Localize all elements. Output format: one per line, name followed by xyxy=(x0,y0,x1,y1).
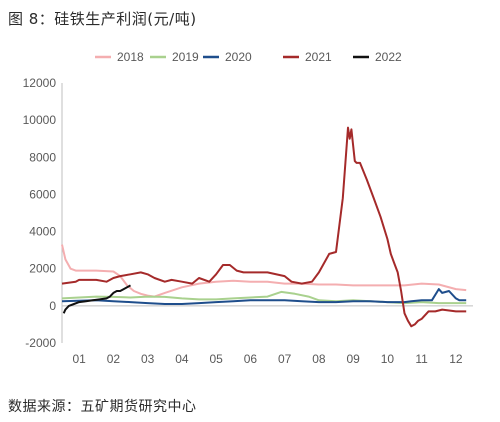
x-tick-label: 12 xyxy=(449,352,463,366)
x-tick-label: 08 xyxy=(312,352,326,366)
x-tick-label: 07 xyxy=(278,352,292,366)
series-line-2021 xyxy=(61,126,467,328)
series-line-2020 xyxy=(61,288,467,305)
source-note: 数据来源：五矿期货研究中心 xyxy=(8,399,197,415)
legend-label-2021: 2021 xyxy=(305,50,332,64)
x-tick-label: 11 xyxy=(415,352,428,366)
x-tick-label: 03 xyxy=(141,352,155,366)
y-tick-label: 10000 xyxy=(23,113,57,127)
series-line-2018 xyxy=(61,244,467,298)
x-tick-label: 05 xyxy=(209,352,223,366)
x-tick-label: 10 xyxy=(381,352,395,366)
y-tick-label: 0 xyxy=(49,299,56,313)
legend-label-2018: 2018 xyxy=(117,50,144,64)
x-tick-label: 04 xyxy=(175,352,189,366)
y-tick-label: 2000 xyxy=(29,262,56,276)
y-tick-label: 6000 xyxy=(29,187,56,201)
y-tick-label: 8000 xyxy=(29,150,56,164)
x-tick-label: 01 xyxy=(72,352,86,366)
legend-label-2020: 2020 xyxy=(225,50,252,64)
y-tick-label: 12000 xyxy=(23,76,57,90)
y-tick-label: 4000 xyxy=(29,225,56,239)
x-tick-label: 02 xyxy=(107,352,121,366)
chart-title: 图 8：硅铁生产利润(元/吨) xyxy=(8,10,197,28)
x-tick-label: 09 xyxy=(346,352,360,366)
legend-label-2019: 2019 xyxy=(172,50,199,64)
y-tick-label: -2000 xyxy=(25,336,56,350)
series-line-2022 xyxy=(62,284,131,314)
x-tick-label: 06 xyxy=(244,352,258,366)
legend-label-2022: 2022 xyxy=(375,50,402,64)
